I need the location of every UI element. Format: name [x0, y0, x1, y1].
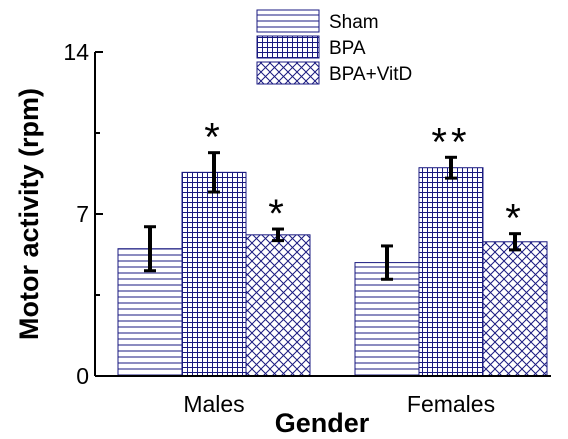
x-axis-title: Gender [275, 408, 370, 438]
error-bar-females-sham [381, 244, 393, 281]
legend-swatch [256, 35, 320, 59]
error-bar-females-bpa [445, 155, 457, 180]
significance-markers-layer: ***** [204, 116, 525, 241]
legend-item-bpa: BPA [256, 35, 366, 59]
x-tick-label-males: Males [183, 391, 244, 417]
y-tick-label: 14 [63, 39, 89, 65]
error-bar-males-sham [144, 225, 156, 273]
legend-label: BPA+VitD [329, 64, 412, 85]
y-tick-label: 0 [76, 363, 89, 389]
error-bars-layer [144, 151, 521, 281]
y-tick-label: 7 [76, 201, 89, 227]
significance-marker: * [204, 116, 224, 160]
error-bar-males-bpa-vitd [272, 227, 284, 243]
legend-swatch [256, 61, 320, 85]
significance-marker: * [505, 197, 525, 241]
legend-item-bpa-vitd: BPA+VitD [256, 61, 412, 85]
legend-label: BPA [329, 38, 366, 59]
significance-marker: * [268, 192, 288, 236]
y-axis-title: Motor activity (rpm) [14, 88, 44, 340]
bar-females-bpa [418, 167, 484, 377]
legend-item-sham: Sham [256, 9, 379, 33]
legend-label: Sham [329, 12, 379, 33]
x-ticks-layer: Males Females [183, 391, 495, 417]
bar-males-bpa-vitd [245, 234, 311, 377]
bar-males-bpa [181, 171, 247, 377]
significance-marker: ** [431, 120, 470, 164]
x-tick-label-females: Females [407, 391, 495, 417]
y-ticks-layer: 0 7 14 [63, 39, 103, 389]
legend-swatch [256, 9, 320, 33]
error-bar-females-bpa-vitd [509, 232, 521, 252]
error-bar-males-bpa [208, 151, 220, 194]
bars-layer [117, 167, 548, 377]
legend: Sham BPA BPA+VitD [256, 9, 412, 85]
bar-females-sham [354, 262, 420, 377]
bar-females-bpa-vitd [482, 241, 548, 377]
